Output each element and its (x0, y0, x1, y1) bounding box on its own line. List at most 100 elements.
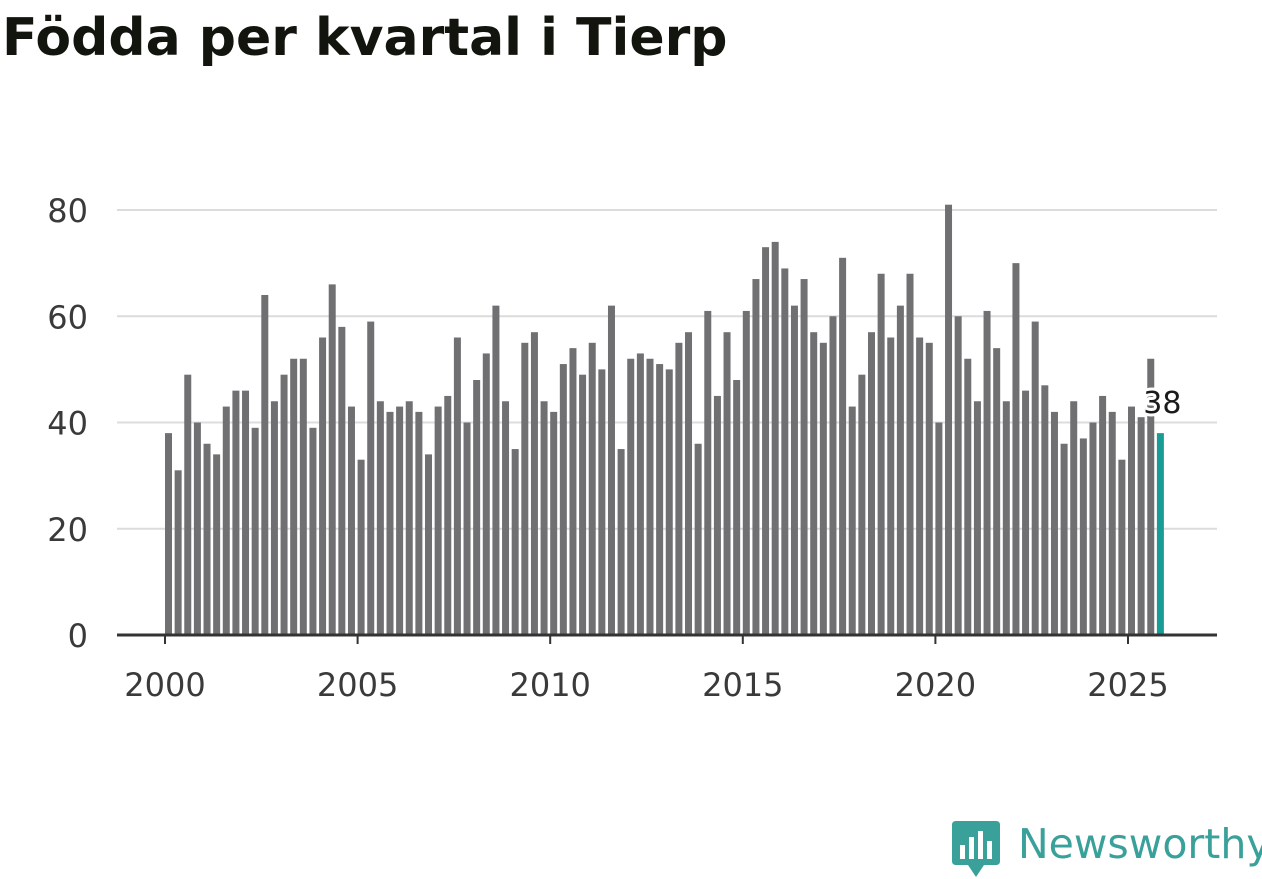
brand-name: Newsworthy (1018, 820, 1262, 868)
bar (829, 316, 837, 635)
bar (463, 422, 471, 635)
bar (165, 433, 172, 636)
bar (848, 406, 856, 635)
bar (473, 380, 481, 635)
bar (1137, 417, 1145, 635)
bar (742, 310, 750, 635)
y-tick-label: 0 (68, 617, 88, 655)
bar (656, 364, 664, 635)
bar (694, 443, 702, 635)
x-tick-label: 2025 (1087, 666, 1168, 704)
bar (511, 449, 519, 635)
bar (954, 316, 962, 635)
bar (858, 374, 866, 635)
bar (877, 273, 885, 635)
bar (607, 305, 615, 636)
bar (328, 284, 336, 636)
bar (1089, 422, 1097, 635)
bar (203, 443, 211, 635)
bar (290, 358, 298, 635)
bar (598, 369, 606, 636)
newsworthy-chat-bar-icon (952, 821, 1000, 877)
bar (270, 401, 278, 635)
bar (588, 342, 596, 635)
bar (434, 406, 442, 635)
bar (357, 459, 365, 635)
y-tick-label: 20 (47, 511, 88, 549)
bar (617, 449, 625, 635)
bar (983, 310, 991, 635)
bar (964, 358, 972, 635)
bar (280, 374, 288, 635)
bar (261, 295, 269, 635)
bar (521, 342, 529, 635)
bar (790, 305, 798, 636)
bar (887, 337, 895, 635)
bars (165, 204, 1164, 636)
bar (1041, 385, 1049, 635)
bar (935, 422, 943, 635)
bar (762, 247, 770, 635)
bar (839, 257, 847, 635)
bar (752, 279, 760, 635)
bar (1118, 459, 1126, 635)
bar (713, 395, 721, 635)
bar (1079, 438, 1087, 635)
bar (309, 427, 317, 635)
bar (867, 332, 875, 635)
bar (232, 390, 240, 636)
bar (453, 337, 461, 635)
bar (1147, 358, 1155, 635)
bar (222, 406, 230, 635)
bar (704, 310, 712, 635)
bar (810, 332, 818, 635)
bar (540, 401, 548, 635)
bar (319, 337, 327, 635)
bar (482, 353, 490, 635)
bar (376, 401, 384, 635)
bar (396, 406, 404, 635)
bar (193, 422, 201, 635)
axes (117, 633, 1217, 644)
bar (299, 358, 307, 635)
x-tick-label: 2000 (124, 666, 205, 704)
bar (675, 342, 683, 635)
bar (213, 454, 221, 636)
chart-title: Födda per kvartal i Tierp (2, 8, 728, 68)
bar (415, 411, 423, 636)
bar (925, 342, 933, 635)
bar (502, 401, 510, 635)
bar (1031, 321, 1039, 635)
y-tick-label: 80 (47, 192, 88, 230)
bar (242, 390, 250, 636)
bar (425, 454, 433, 636)
bar (685, 332, 693, 635)
y-tick-label: 40 (47, 405, 88, 443)
bar (444, 395, 452, 635)
bar (800, 279, 808, 635)
bar (723, 332, 731, 635)
bar (559, 364, 567, 635)
bar (916, 337, 924, 635)
bar (906, 273, 914, 635)
highlight-value-label: 38 (1143, 386, 1181, 421)
bar (1022, 390, 1030, 636)
bar (973, 401, 981, 635)
bar (1060, 443, 1068, 635)
bar (1012, 263, 1020, 636)
bar (627, 358, 635, 635)
x-tick-label: 2015 (702, 666, 783, 704)
bar (569, 348, 577, 636)
bar (347, 406, 355, 635)
bar (579, 374, 587, 635)
bar (550, 411, 558, 636)
bar (492, 305, 500, 636)
bar (405, 401, 413, 635)
bar-highlight (1156, 433, 1164, 636)
bar (1070, 401, 1078, 635)
bar (993, 348, 1001, 636)
x-tick-label: 2010 (509, 666, 590, 704)
x-tick-label: 2005 (317, 666, 398, 704)
bar (771, 241, 779, 636)
